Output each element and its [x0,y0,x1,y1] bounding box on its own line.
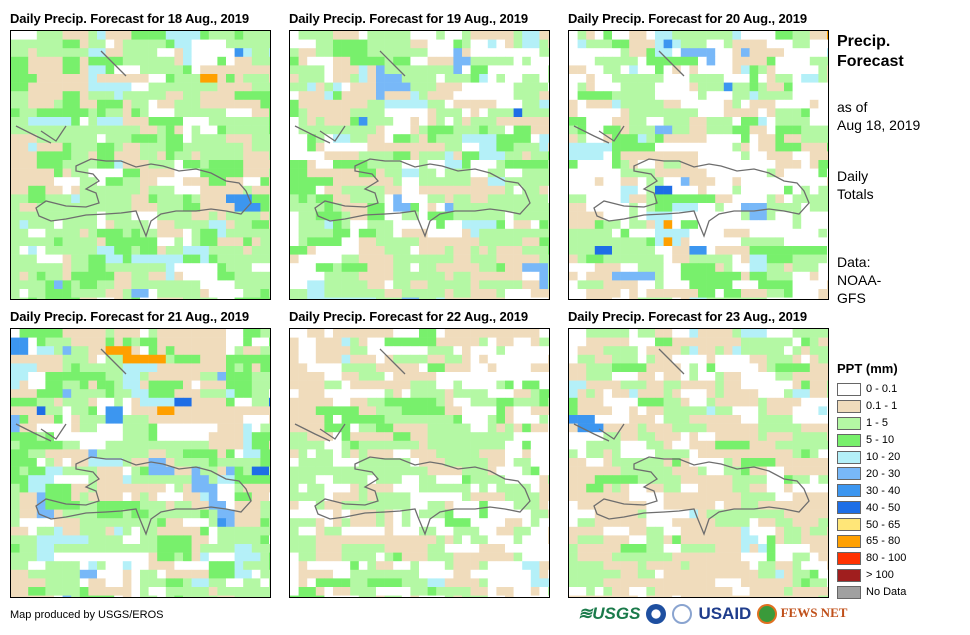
legend-item: No Data [837,584,906,601]
legend-label: 20 - 30 [866,467,901,480]
as-of-label: as of [837,99,868,115]
legend-label: 0 - 0.1 [866,383,898,396]
legend-swatch [837,416,861,430]
legend-label: 1 - 5 [866,417,889,430]
legend-label: 5 - 10 [866,434,895,447]
panel-title: Daily Precip. Forecast for 23 Aug., 2019 [568,309,808,324]
coastline [573,348,810,536]
as-of-text: as of Aug 18, 2019 [837,98,920,134]
panel-title: Daily Precip. Forecast for 19 Aug., 2019 [289,11,529,26]
legend: PPT (mm) 0 - 0.1 0.1 - 1 1 - 5 5 - 10 10 - 2… [837,361,906,601]
legend-swatch [837,551,861,565]
legend-swatch [837,450,861,464]
legend-swatch [837,568,861,582]
data-label: Data: [837,254,871,270]
precip-map-panel [568,30,829,300]
legend-item: 0.1 - 1 [837,398,906,415]
as-of-date: Aug 18, 2019 [837,117,921,133]
legend-item: 5 - 10 [837,432,906,449]
legend-swatch [837,585,861,599]
daily-label: Daily [837,168,869,184]
legend-swatch [837,484,861,498]
legend-item: 30 - 40 [837,482,906,499]
panel-title: Daily Precip. Forecast for 21 Aug., 2019 [10,309,250,324]
precip-grid [569,31,828,299]
precip-map-panel [289,30,550,300]
precip-map-panel [568,328,829,598]
legend-item: 10 - 20 [837,449,906,466]
precip-map-panel [289,328,550,598]
precip-grid [11,31,270,299]
legend-label: 10 - 20 [866,451,901,463]
title-line: Precip. [837,33,891,50]
legend-title: PPT (mm) [837,361,898,376]
coastline [15,348,252,536]
legend-label: No Data [866,586,907,599]
legend-item: 80 - 100 [837,550,906,567]
legend-label: 0.1 - 1 [866,400,898,413]
panel-title: Daily Precip. Forecast for 22 Aug., 2019 [289,309,529,324]
usgs-logo: ≋USGS [578,604,641,623]
noaa-logo [646,604,667,624]
legend-item: 40 - 50 [837,499,906,516]
legend-label: 80 - 100 [866,552,907,565]
legend-item: 20 - 30 [837,465,906,482]
legend-label: 50 - 65 [866,518,901,531]
logos: ≋USGS USAID FEWS NET [578,604,847,624]
data-source: GFS [837,290,866,306]
legend-swatch [837,382,861,396]
legend-swatch [837,518,861,532]
credit-text: Map produced by USGS/EROS [10,609,164,621]
legend-swatch [837,534,861,548]
legend-item: 50 - 65 [837,516,906,533]
fews-net-logo: FEWS NET [757,604,847,624]
legend-item: 65 - 80 [837,533,906,550]
legend-label: > 100 [866,569,894,582]
legend-swatch [837,467,861,481]
precip-grid [290,329,549,597]
daily-totals-text: Daily Totals [837,167,874,203]
coastline [294,50,531,238]
precip-map-panel [10,30,271,300]
side-title: Precip. Forecast [837,32,904,72]
usaid-logo: USAID [698,604,752,623]
coastline [573,50,810,238]
legend-swatch [837,399,861,413]
coastline [15,50,252,238]
legend-item: 1 - 5 [837,415,906,432]
legend-item: 0 - 0.1 [837,381,906,398]
precip-grid [290,31,549,299]
panel-title: Daily Precip. Forecast for 18 Aug., 2019 [10,11,250,26]
coastline [294,348,531,536]
legend-item: > 100 [837,567,906,584]
usaid-seal [672,604,693,624]
precip-grid [11,329,270,597]
data-source-text: Data: NOAA- GFS [837,253,881,307]
data-source: NOAA- [837,272,882,288]
legend-label: 40 - 50 [866,501,901,514]
legend-swatch [837,433,861,447]
totals-label: Totals [837,186,874,202]
panel-title: Daily Precip. Forecast for 20 Aug., 2019 [568,11,808,26]
title-line: Forecast [837,53,904,70]
precip-grid [569,329,828,597]
legend-label: 30 - 40 [866,484,901,497]
precip-map-panel [10,328,271,598]
legend-label: 65 - 80 [866,535,901,548]
legend-swatch [837,501,861,515]
